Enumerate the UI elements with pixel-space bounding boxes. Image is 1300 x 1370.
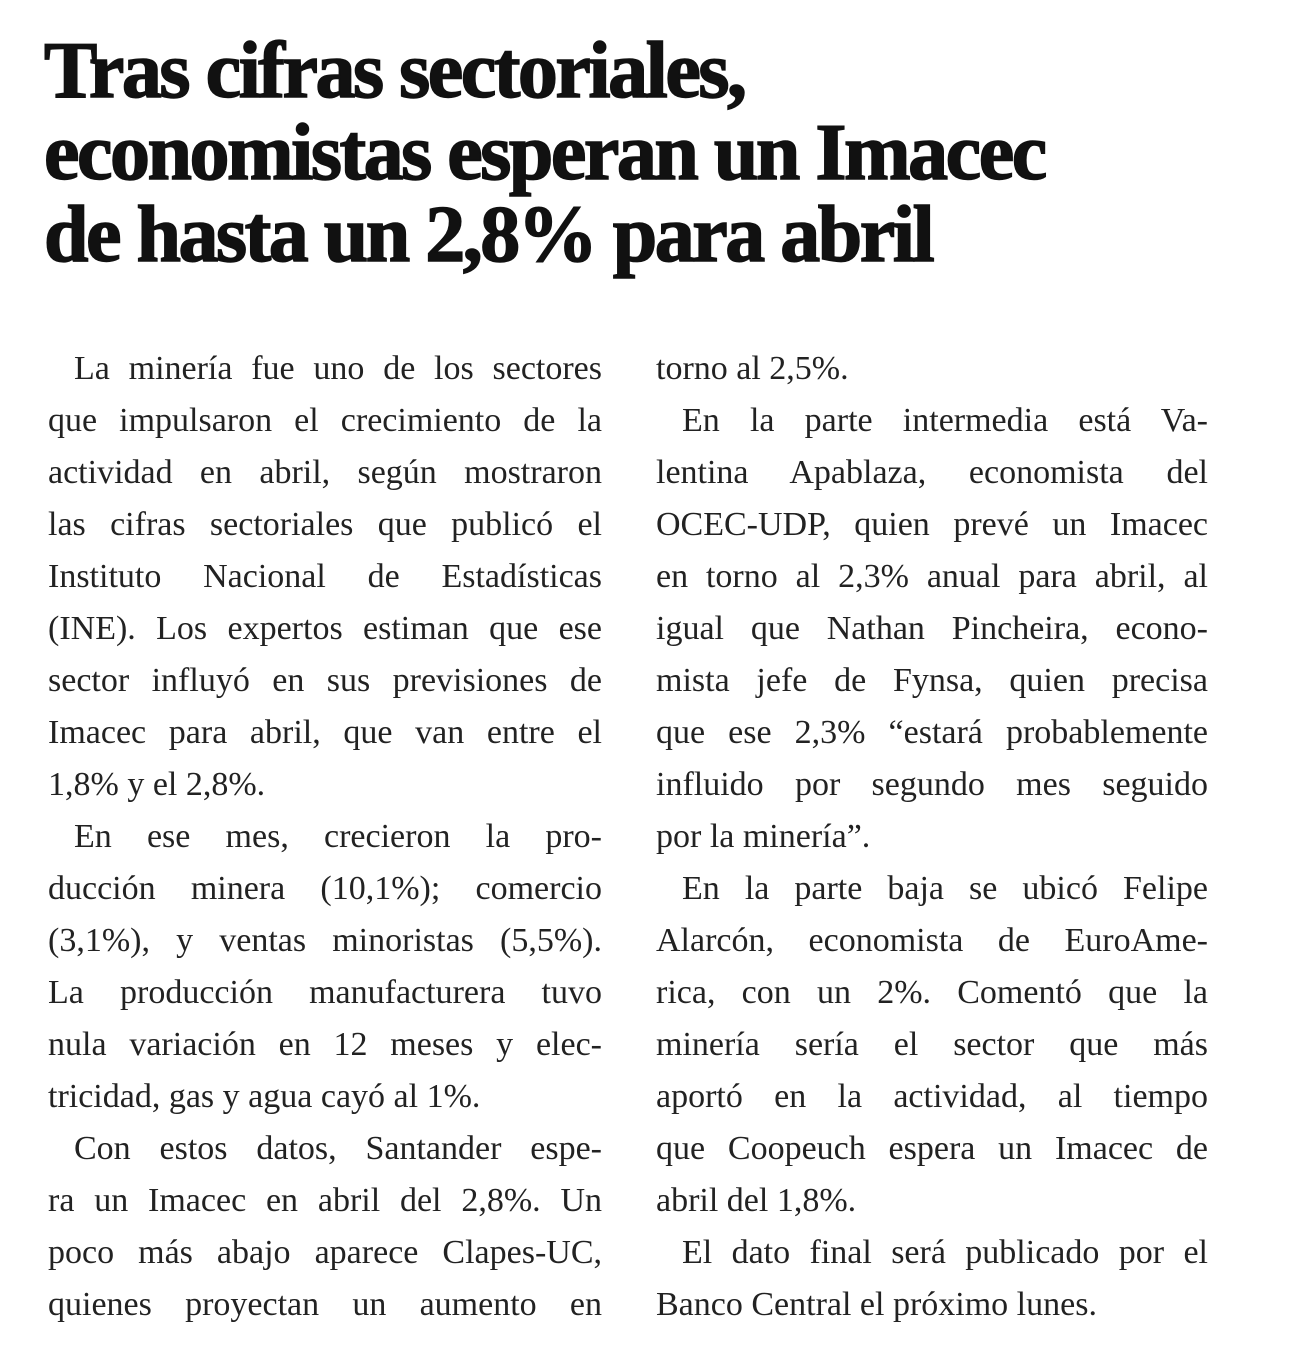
text-line: La producción manufacturera tuvo xyxy=(48,974,602,1011)
article-paragraph: torno al 2,5%. xyxy=(656,343,1208,395)
text-line: por la minería”. xyxy=(656,818,871,855)
text-line: en torno al 2,3% anual para abril, al xyxy=(656,558,1208,595)
headline-line: de hasta un 2,8% para abril xyxy=(43,191,935,279)
article-paragraph: En la parte baja se ubicó Felipe Alarcón,… xyxy=(656,863,1208,1227)
article-paragraph: En la parte intermedia está Va-lentina A… xyxy=(656,395,1208,863)
text-line: abril del 1,8%. xyxy=(656,1182,857,1219)
article-paragraph: El dato final será publicado por el Banco… xyxy=(656,1227,1208,1331)
text-line: En la parte baja se ubicó Felipe xyxy=(682,870,1208,907)
text-line: En la parte intermedia está Va- xyxy=(682,402,1208,439)
text-line: Banco Central el próximo lunes. xyxy=(656,1286,1097,1323)
text-line: Imacec para abril, que van entre el xyxy=(48,714,602,751)
text-line: igual que Nathan Pincheira, econo- xyxy=(656,610,1208,647)
text-line: torno al 2,5%. xyxy=(656,350,849,387)
text-line: (INE). Los expertos estiman que ese xyxy=(48,610,602,647)
text-line: influido por segundo mes seguido xyxy=(656,766,1208,803)
text-line: las cifras sectoriales que publicó el xyxy=(48,506,602,543)
text-line: poco más abajo aparece Clapes-UC, xyxy=(48,1234,602,1271)
text-line: (3,1%), y ventas minoristas (5,5%). xyxy=(48,922,602,959)
text-line: actividad en abril, según mostraron xyxy=(48,454,602,491)
headline: Tras cifras sectoriales, economistas esp… xyxy=(43,27,1264,279)
text-line: aportó en la actividad, al tiempo xyxy=(656,1078,1208,1115)
headline-line: Tras cifras sectoriales, xyxy=(43,27,747,115)
text-line: ducción minera (10,1%); comercio xyxy=(48,870,602,907)
text-line: La minería fue uno de los sectores xyxy=(74,350,602,387)
left-column: La minería fue uno de los sectores que im… xyxy=(48,343,602,1331)
text-line: En ese mes, crecieron la pro- xyxy=(74,818,602,855)
text-line: tricidad, gas y agua cayó al 1%. xyxy=(48,1078,481,1115)
text-line: nula variación en 12 meses y elec- xyxy=(48,1026,602,1063)
text-line: Instituto Nacional de Estadísticas xyxy=(48,558,602,595)
text-line: sector influyó en sus previsiones de xyxy=(48,662,602,699)
text-line: Alarcón, economista de EuroAme- xyxy=(656,922,1208,959)
article-paragraph: En ese mes, crecieron la pro-ducción min… xyxy=(48,811,602,1123)
article-paragraph: La minería fue uno de los sectores que im… xyxy=(48,343,602,811)
text-line: rica, con un 2%. Comentó que la xyxy=(656,974,1208,1011)
text-line: ra un Imacec en abril del 2,8%. Un xyxy=(48,1182,602,1219)
text-line: que impulsaron el crecimiento de la xyxy=(48,402,602,439)
right-column: torno al 2,5%. En la parte intermedia est… xyxy=(656,343,1208,1331)
text-line: El dato final será publicado por el xyxy=(682,1234,1208,1271)
text-line: 1,8% y el 2,8%. xyxy=(48,766,266,803)
text-line: quienes proyectan un aumento en xyxy=(48,1286,602,1323)
headline-line: economistas esperan un Imacec xyxy=(43,109,1048,197)
article-paragraph: Con estos datos, Santander espe-ra un Im… xyxy=(48,1123,602,1331)
text-line: que Coopeuch espera un Imacec de xyxy=(656,1130,1208,1167)
text-line: mista jefe de Fynsa, quien precisa xyxy=(656,662,1208,699)
text-line: lentina Apablaza, economista del xyxy=(656,454,1208,491)
text-line: OCEC-UDP, quien prevé un Imacec xyxy=(656,506,1208,543)
text-line: Con estos datos, Santander espe- xyxy=(74,1130,602,1167)
text-line: minería sería el sector que más xyxy=(656,1026,1208,1063)
text-line: que ese 2,3% “estará probablemente xyxy=(656,714,1208,751)
